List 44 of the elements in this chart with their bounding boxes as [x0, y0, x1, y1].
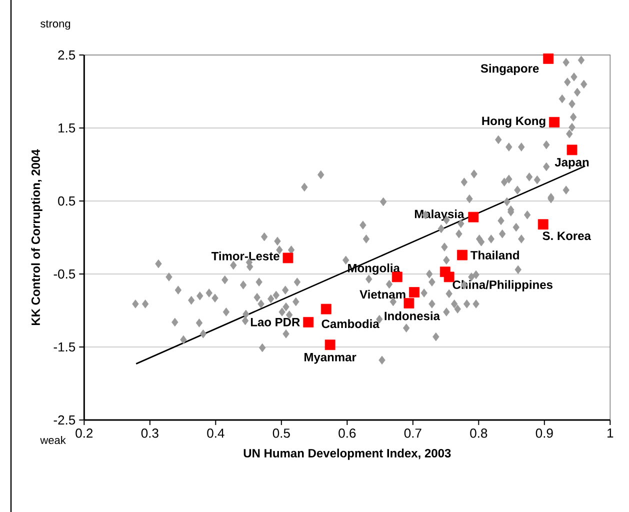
annotation: Indonesia [384, 311, 440, 320]
y-axis-title: KK Control of Corruption, 2004 [31, 149, 42, 326]
point [444, 272, 454, 282]
y-tick-label: -1.5 [54, 342, 76, 352]
annotation: Thailand [470, 250, 519, 260]
x-tick-label: 1 [608, 428, 614, 438]
annotation: S. Korea [542, 232, 592, 240]
point [320, 304, 332, 314]
x-tick-label: 0.5 [272, 428, 290, 438]
annotation: Myanmar [304, 353, 356, 364]
text: strong [40, 20, 70, 30]
x-tick-label: 0.7 [404, 428, 422, 438]
annotation: Cambodia [322, 319, 380, 328]
x-tick-label: 0.3 [141, 428, 158, 438]
annotation: Lao PDR [250, 318, 300, 326]
annotation: Timor-Leste [211, 252, 280, 260]
point [324, 340, 336, 350]
x-tick-label: 0.4 [207, 428, 224, 438]
x-tick-label: 0.2 [76, 428, 93, 438]
text: weak [40, 436, 66, 444]
y-tick-label: 0.5 [58, 196, 76, 206]
point [549, 116, 560, 128]
x-tick-label: 0.6 [338, 428, 356, 438]
point [409, 287, 420, 298]
point [566, 144, 578, 156]
annotation: Hong Kong [482, 116, 546, 128]
annotation: China/Philippines [452, 280, 552, 292]
y-tick-label: 2.5 [58, 50, 76, 60]
x-tick-label: 0.9 [536, 428, 553, 438]
y-tick-label: 1.5 [58, 123, 76, 133]
point [303, 317, 314, 328]
point [468, 212, 479, 222]
y-tick-label: -0.5 [54, 269, 76, 279]
point [543, 53, 554, 64]
point [538, 219, 548, 230]
y-tick-label: -2.5 [54, 415, 76, 425]
annotation: Singapore [480, 64, 539, 76]
point [282, 252, 294, 264]
x-axis-title: UN Human Development Index, 2003 [244, 448, 451, 460]
x-tick-label: 0.8 [470, 428, 488, 438]
point [404, 298, 414, 308]
point [457, 250, 468, 260]
annotation: Japan [554, 158, 589, 169]
annotation: Vietnam [360, 290, 406, 299]
